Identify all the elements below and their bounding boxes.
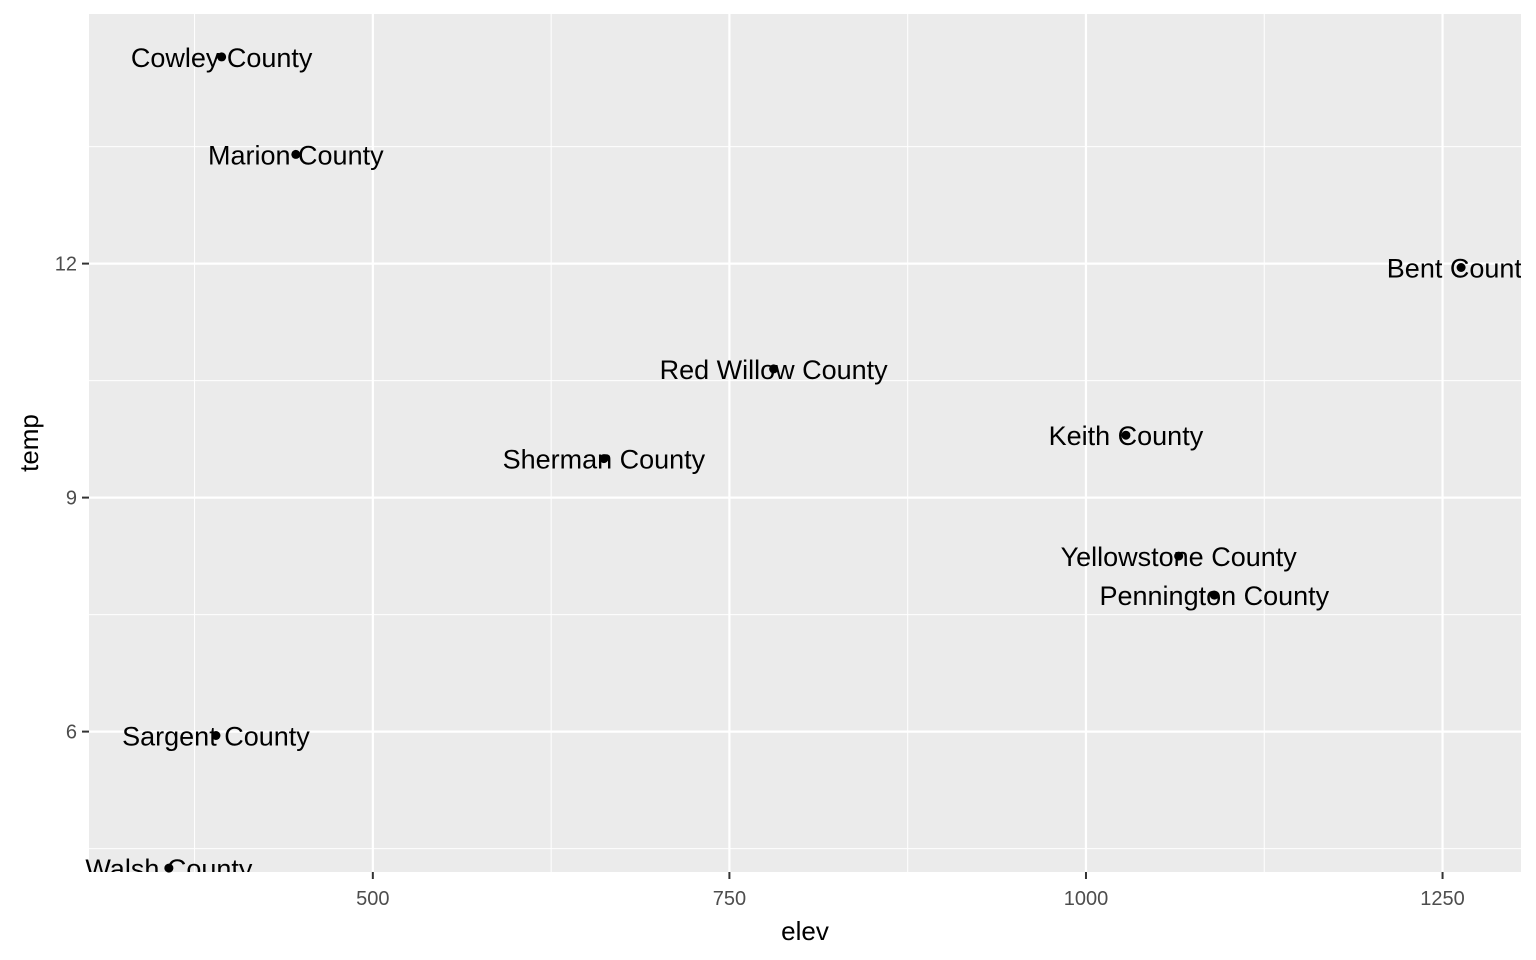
point-label: Marion County xyxy=(208,140,384,170)
point-label: Sherman County xyxy=(503,445,706,475)
data-point xyxy=(1174,551,1184,561)
data-point xyxy=(164,863,174,873)
y-tick-label: 9 xyxy=(66,488,77,510)
point-labels: Cowley County Marion County Bent County Red… xyxy=(85,43,1536,884)
x-tick-label: 1250 xyxy=(1420,888,1465,910)
data-points xyxy=(164,52,1466,873)
data-point xyxy=(1456,263,1466,272)
y-tick-label: 6 xyxy=(66,722,77,744)
data-point xyxy=(211,731,221,740)
y-tick-label: 12 xyxy=(55,254,77,276)
x-tick-label: 750 xyxy=(713,888,746,910)
data-point xyxy=(1209,590,1219,600)
y-axis-title: temp xyxy=(14,414,44,472)
point-label: Sargent County xyxy=(122,722,310,752)
point-label: Red Willow County xyxy=(660,355,889,385)
plot-panel xyxy=(89,14,1521,872)
data-point xyxy=(291,149,301,159)
data-point xyxy=(217,52,227,62)
point-label: Pennington County xyxy=(1100,581,1330,611)
x-axis-title: elev xyxy=(781,916,829,946)
minor-gridlines xyxy=(89,14,1521,872)
axes: 500 750 1000 1250 6 9 12 xyxy=(55,254,1465,910)
x-tick-label: 1000 xyxy=(1064,888,1109,910)
point-label: Yellowstone County xyxy=(1061,542,1298,572)
point-label: Cowley County xyxy=(131,43,313,73)
major-gridlines xyxy=(89,14,1521,872)
x-tick-label: 500 xyxy=(356,888,389,910)
point-label: Walsh County xyxy=(85,854,253,884)
point-label: Bent County xyxy=(1387,254,1536,284)
point-label: Keith County xyxy=(1049,421,1204,451)
data-point xyxy=(769,364,779,374)
data-point xyxy=(1121,430,1131,440)
data-point xyxy=(599,454,609,464)
